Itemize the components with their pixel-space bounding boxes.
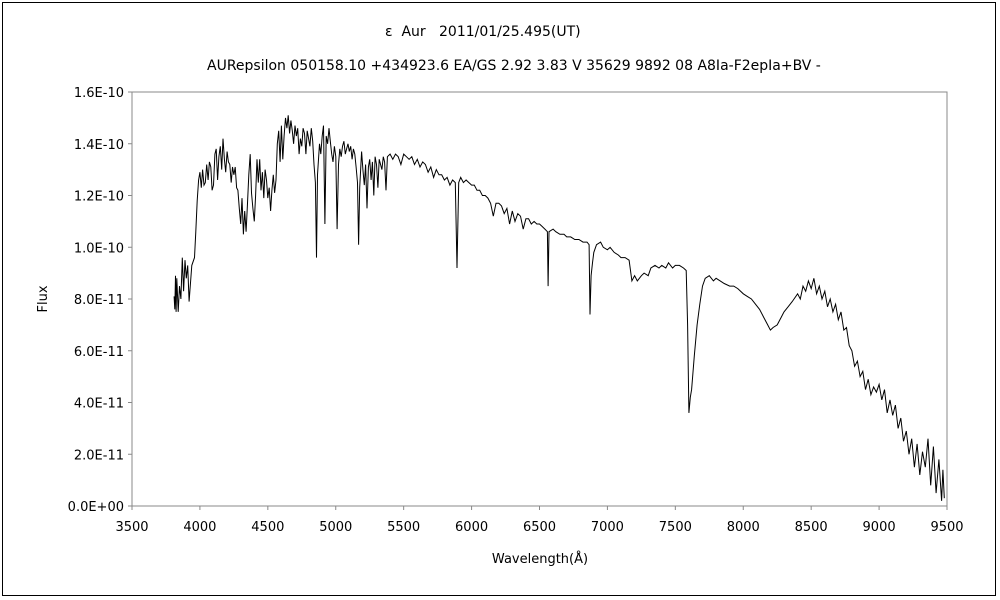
x-tick-label: 6000 bbox=[455, 520, 488, 535]
x-tick-label: 9000 bbox=[863, 520, 896, 535]
chart-subtitle: AURepsilon 050158.10 +434923.6 EA/GS 2.9… bbox=[207, 58, 821, 74]
chart-title: ε Aur 2011/01/25.495(UT) bbox=[385, 24, 581, 40]
y-tick-label: 8.0E-11 bbox=[74, 293, 124, 308]
x-tick-label: 3500 bbox=[115, 520, 148, 535]
y-axis: 0.0E+00 2.0E-11 4.0E-11 6.0E-11 8.0E-11 1.0E-… bbox=[68, 86, 132, 515]
x-tick-label: 7500 bbox=[659, 520, 692, 535]
y-tick-label: 2.0E-11 bbox=[74, 448, 124, 463]
y-tick-label: 1.0E-10 bbox=[74, 241, 124, 256]
y-tick-label: 1.2E-10 bbox=[74, 190, 124, 205]
flux-series-line bbox=[173, 115, 945, 501]
x-tick-label: 4000 bbox=[183, 520, 216, 535]
y-tick-label: 0.0E+00 bbox=[68, 500, 124, 515]
x-tick-label: 4500 bbox=[251, 520, 284, 535]
y-tick-label: 6.0E-11 bbox=[74, 345, 124, 360]
y-tick-label: 1.4E-10 bbox=[74, 138, 124, 153]
x-tick-label: 9500 bbox=[930, 520, 963, 535]
y-tick-label: 1.6E-10 bbox=[74, 86, 124, 101]
x-tick-label: 8000 bbox=[727, 520, 760, 535]
y-tick-label: 4.0E-11 bbox=[74, 397, 124, 412]
x-tick-label: 8500 bbox=[795, 520, 828, 535]
x-axis: 3500 4000 4500 5000 5500 6000 6500 7000 7500 8000… bbox=[115, 506, 964, 535]
x-tick-label: 5500 bbox=[387, 520, 420, 535]
x-tick-label: 7000 bbox=[591, 520, 624, 535]
x-tick-label: 6500 bbox=[523, 520, 556, 535]
x-tick-label: 5000 bbox=[319, 520, 352, 535]
x-axis-label: Wavelength(Å) bbox=[492, 551, 588, 567]
y-axis-label: Flux bbox=[36, 285, 51, 312]
plot-area bbox=[131, 91, 948, 507]
